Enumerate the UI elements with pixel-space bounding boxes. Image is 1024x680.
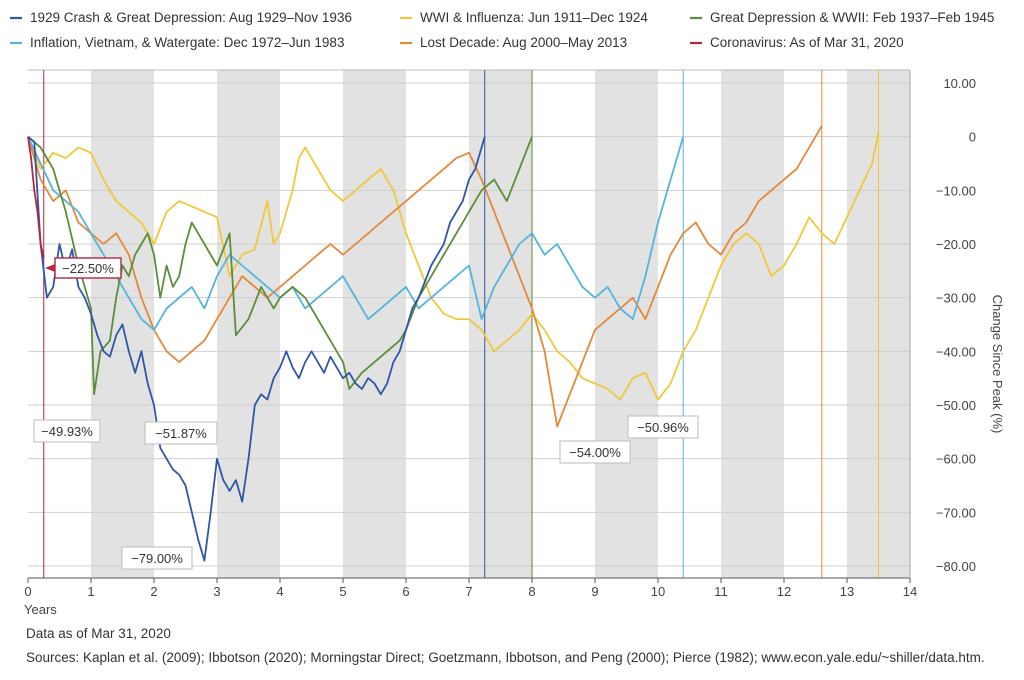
x-tick-label-14: 14 <box>903 584 917 599</box>
y-tick-label-1: 0 <box>969 130 976 145</box>
x-axis-title: Years <box>24 602 57 617</box>
y-tick-label-5: −40.00 <box>936 344 976 359</box>
x-tick-label-4: 4 <box>276 584 283 599</box>
series-line-covid <box>27 136 45 258</box>
x-tick-label-12: 12 <box>777 584 791 599</box>
legend-label-wwi: WWI & Influenza: Jun 1911–Dec 1924 <box>420 10 648 25</box>
x-tick-label-2: 2 <box>150 584 157 599</box>
x-tick-label-1: 1 <box>87 584 94 599</box>
callout-box-wwi <box>627 415 699 439</box>
y-tick-label-0: 10.00 <box>943 76 976 91</box>
shaded-band-5 <box>721 70 784 578</box>
legend-label-covid: Coronavirus: As of Mar 31, 2020 <box>710 35 904 50</box>
series-line-crash1929 <box>27 136 486 562</box>
x-tick-label-5: 5 <box>339 584 346 599</box>
date-note: Data as of Mar 31, 2020 <box>26 626 171 641</box>
callout-label-inflation: −51.87% <box>155 426 207 441</box>
callout-pointer-covid <box>45 264 55 272</box>
y-tick-label-7: −60.00 <box>936 452 976 467</box>
y-tick-label-3: −20.00 <box>936 237 976 252</box>
callout-box-inflation <box>144 421 218 445</box>
callout-label-lost: −54.00% <box>569 445 621 460</box>
legend-label-lost: Lost Decade: Aug 2000–May 2013 <box>420 35 627 50</box>
sources-note: Sources: Kaplan et al. (2009); Ibbotson … <box>26 650 985 665</box>
callout-label-wwi: −50.96% <box>637 420 689 435</box>
x-tick-label-13: 13 <box>840 584 854 599</box>
series-line-ww2 <box>27 136 533 396</box>
x-tick-label-11: 11 <box>714 584 728 599</box>
series-line-wwi <box>27 131 880 401</box>
callout-label-ww2: −49.93% <box>41 424 93 439</box>
shaded-band-4 <box>595 70 658 578</box>
callout-box-ww2 <box>33 419 101 443</box>
y-axis-title: Change Since Peak (%) <box>990 295 1005 434</box>
callout-label-covid: −22.50% <box>62 261 114 276</box>
x-tick-label-8: 8 <box>528 584 535 599</box>
y-tick-label-4: −30.00 <box>936 291 976 306</box>
shaded-band-2 <box>343 70 406 578</box>
x-tick-label-6: 6 <box>402 584 409 599</box>
y-tick-label-6: −50.00 <box>936 398 976 413</box>
series-line-inflation <box>27 136 685 331</box>
x-tick-label-10: 10 <box>651 584 665 599</box>
x-tick-label-3: 3 <box>213 584 220 599</box>
legend-label-inflation: Inflation, Vietnam, & Watergate: Dec 197… <box>30 35 344 50</box>
series-line-lost <box>27 125 823 428</box>
callout-box-lost <box>559 440 631 464</box>
shaded-band-3 <box>469 70 532 578</box>
callout-box-crash1929 <box>121 546 193 570</box>
x-tick-label-7: 7 <box>465 584 472 599</box>
y-tick-label-2: −10.00 <box>936 183 976 198</box>
x-tick-label-0: 0 <box>24 584 31 599</box>
callout-label-crash1929: −79.00% <box>131 551 183 566</box>
legend-label-ww2: Great Depression & WWII: Feb 1937–Feb 19… <box>710 10 994 25</box>
y-tick-label-9: −80.00 <box>936 559 976 574</box>
shaded-band-1 <box>217 70 280 578</box>
y-tick-label-8: −70.00 <box>936 505 976 520</box>
x-tick-label-9: 9 <box>591 584 598 599</box>
legend-label-crash1929: 1929 Crash & Great Depression: Aug 1929–… <box>30 10 352 25</box>
